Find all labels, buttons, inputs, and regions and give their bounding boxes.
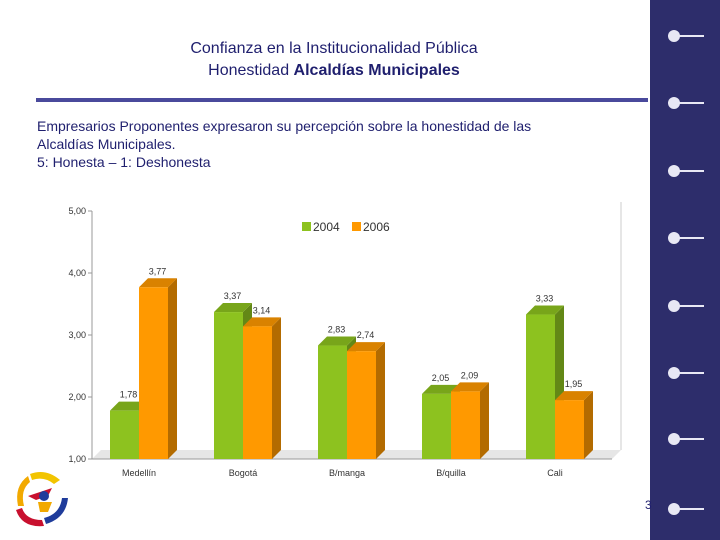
bar-2006-B/quilla bbox=[451, 391, 480, 459]
legend-swatch-2006 bbox=[352, 222, 361, 231]
data-label-2004-B/manga: 2,83 bbox=[328, 325, 346, 335]
bar-2004-B/quilla bbox=[422, 393, 451, 459]
bar-side-2006-Bogotá bbox=[272, 317, 281, 459]
bar-top-2006-B/manga bbox=[347, 342, 385, 352]
legend-swatch-2004 bbox=[302, 222, 311, 231]
bar-chart: 1,00 2,00 3,00 4,00 5,00 1,78 3,77 Medellín 3,37… bbox=[68, 202, 622, 478]
sidebar-dot-icon bbox=[668, 97, 704, 109]
bar-top-2004-B/manga bbox=[318, 336, 356, 346]
sidebar-dot-icon bbox=[668, 232, 704, 244]
bar-side-2006-Cali bbox=[584, 391, 593, 459]
y-tick-label: 5,00 bbox=[68, 206, 86, 216]
description-line-2: Alcaldías Municipales. bbox=[37, 136, 176, 152]
y-tick-label: 1,00 bbox=[68, 454, 86, 464]
x-tick-label: Bogotá bbox=[229, 468, 258, 478]
bar-top-2004-Medellín bbox=[110, 401, 148, 411]
data-label-2004-Cali: 3,33 bbox=[536, 294, 554, 304]
sidebar-dot-icon bbox=[668, 300, 704, 312]
bar-2006-Cali bbox=[555, 400, 584, 459]
bar-top-2006-Bogotá bbox=[243, 317, 281, 327]
bar-2004-Medellín bbox=[110, 410, 139, 459]
y-tick-label: 2,00 bbox=[68, 392, 86, 402]
y-tick-label: 3,00 bbox=[68, 330, 86, 340]
bar-top-2006-B/quilla bbox=[451, 382, 489, 392]
bar-top-2006-Cali bbox=[555, 391, 593, 401]
data-label-2004-B/quilla: 2,05 bbox=[432, 373, 450, 383]
title-line-2-bold: Alcaldías Municipales bbox=[293, 62, 460, 79]
data-label-2004-Medellín: 1,78 bbox=[120, 390, 138, 400]
legend-label-2006: 2006 bbox=[363, 220, 390, 234]
x-tick-label: B/quilla bbox=[436, 468, 466, 478]
sidebar-dot-icon bbox=[668, 367, 704, 379]
bar-top-2004-Bogotá bbox=[214, 303, 252, 313]
y-tick-label: 4,00 bbox=[68, 268, 86, 278]
bar-top-2006-Medellín bbox=[139, 278, 177, 288]
sidebar-dot-icon bbox=[668, 165, 704, 177]
title-line-1: Confianza en la Institucionalidad Públic… bbox=[190, 40, 478, 57]
sidebar-dot-icon bbox=[668, 30, 704, 42]
description-line-1: Empresarios Proponentes expresaron su pe… bbox=[37, 118, 532, 134]
page-number: 3 bbox=[645, 498, 652, 512]
bar-2004-Cali bbox=[526, 314, 555, 459]
title-line-2: Honestidad Alcaldías Municipales bbox=[36, 60, 632, 82]
bar-2004-B/manga bbox=[318, 345, 347, 459]
data-label-2006-Cali: 1,95 bbox=[565, 379, 583, 389]
title-divider bbox=[36, 98, 648, 102]
bar-side-2006-Medellín bbox=[168, 278, 177, 459]
bar-side-2006-B/quilla bbox=[480, 382, 489, 459]
description-line-3: 5: Honesta – 1: Deshonesta bbox=[37, 154, 211, 170]
sidebar-dot-icon bbox=[668, 503, 704, 515]
sidebar-dot-icon bbox=[668, 433, 704, 445]
data-label-2006-B/quilla: 2,09 bbox=[461, 370, 479, 380]
data-label-2006-B/manga: 2,74 bbox=[357, 330, 375, 340]
bar-2006-Medellín bbox=[139, 287, 168, 459]
bar-2006-Bogotá bbox=[243, 326, 272, 459]
decorative-sidebar bbox=[650, 0, 720, 540]
data-label-2004-Bogotá: 3,37 bbox=[224, 291, 242, 301]
legend-label-2004: 2004 bbox=[313, 220, 340, 234]
bar-2004-Bogotá bbox=[214, 312, 243, 459]
title-line-2-prefix: Honestidad bbox=[208, 62, 294, 79]
x-tick-label: Cali bbox=[547, 468, 563, 478]
x-tick-label: Medellín bbox=[122, 468, 156, 478]
slide-description: Empresarios Proponentes expresaron su pe… bbox=[37, 117, 627, 171]
bar-2006-B/manga bbox=[347, 351, 376, 459]
slide-title: Confianza en la Institucionalidad Públic… bbox=[36, 38, 632, 82]
x-tick-label: B/manga bbox=[329, 468, 365, 478]
bar-top-2004-Cali bbox=[526, 305, 564, 315]
bar-top-2004-B/quilla bbox=[422, 384, 460, 394]
data-label-2006-Medellín: 3,77 bbox=[149, 266, 167, 276]
bar-side-2006-B/manga bbox=[376, 342, 385, 459]
organization-logo-icon bbox=[16, 472, 68, 527]
data-label-2006-Bogotá: 3,14 bbox=[253, 305, 271, 315]
